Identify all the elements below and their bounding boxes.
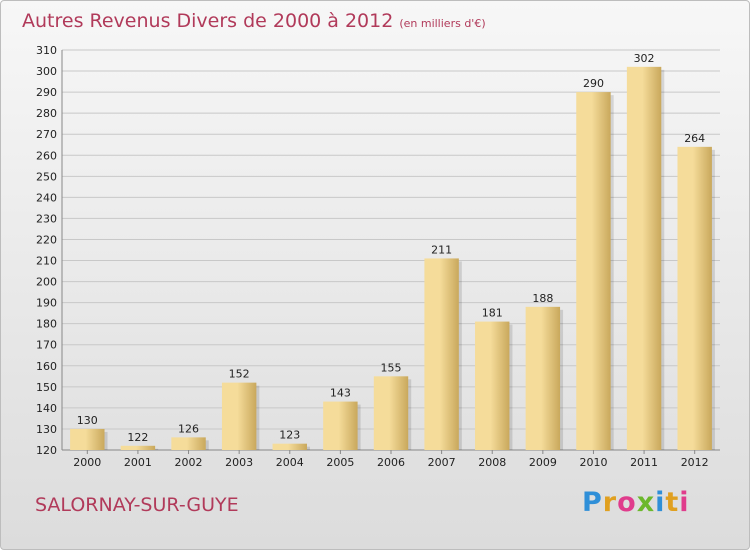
logo-letter: x [636,487,656,518]
logo-letter: t [665,487,680,518]
bar-2007 [424,258,459,450]
x-tick-label: 2006 [377,456,405,469]
x-tick-label: 2009 [529,456,557,469]
y-tick-label: 160 [36,360,57,373]
y-tick-label: 300 [36,65,57,78]
chart-title: Autres Revenus Divers de 2000 à 2012 (en … [22,10,486,32]
logo-letter: r [602,487,618,518]
y-tick-label: 280 [36,107,57,120]
bar-value-label: 211 [431,243,452,256]
bar-value-label: 143 [330,387,351,400]
y-tick-label: 180 [36,318,57,331]
bar-value-label: 123 [279,429,300,442]
y-tick-label: 130 [36,423,57,436]
bar-value-label: 130 [77,414,98,427]
bar-2006 [373,376,409,450]
bar-value-label: 264 [684,132,705,145]
place-name: SALORNAY-SUR-GUYE [35,494,239,516]
bar-2011 [626,66,662,450]
chart-unit: (en milliers d'€) [399,17,486,30]
y-tick-label: 310 [36,44,57,57]
x-tick-label: 2008 [478,456,506,469]
y-tick-label: 230 [36,212,57,225]
x-tick-label: 2004 [276,456,304,469]
bar-2010 [576,92,611,451]
y-tick-label: 260 [36,149,57,162]
x-tick-label: 2001 [124,456,152,469]
bar-value-label: 181 [482,307,503,320]
y-tick-label: 150 [36,381,57,394]
logo-letter: o [617,487,637,518]
y-tick-label: 220 [36,233,57,246]
x-tick-label: 2007 [428,456,456,469]
logo-letter: P [582,487,603,518]
bar-2005 [323,401,358,450]
y-axis: 120 130 140 150 160 170 180 190 200 210 220 230 240 2… [36,44,720,457]
bar-value-label: 122 [127,431,148,444]
chart-title-text: Autres Revenus Divers de 2000 à 2012 [22,10,394,32]
x-tick-label: 2002 [175,456,203,469]
bar-2008 [475,321,510,450]
y-tick-label: 200 [36,276,57,289]
bar-value-label: 126 [178,422,199,435]
bar-2001 [120,445,156,450]
logo-letter: i [679,487,690,518]
y-tick-label: 120 [36,444,57,457]
bar-2004 [272,443,307,450]
bar-value-label: 152 [229,368,250,381]
bar-2003 [221,382,257,450]
bar-value-label: 302 [634,52,655,65]
x-tick-label: 2000 [73,456,101,469]
proxiti-logo: Proxiti [582,487,690,518]
bar-value-label: 188 [532,292,553,305]
bars: 130 122 126 152 123 143 155 211 181 188 290 302 264 [70,52,715,451]
y-tick-label: 140 [36,402,57,415]
y-tick-label: 290 [36,86,57,99]
x-tick-label: 2011 [630,456,658,469]
y-tick-label: 250 [36,170,57,183]
x-tick-label: 2010 [579,456,607,469]
bar-2009 [525,306,561,450]
x-tick-label: 2003 [225,456,253,469]
y-tick-label: 190 [36,297,57,310]
y-tick-label: 270 [36,128,57,141]
bar-2002 [171,437,206,450]
x-axis: 2000 2001 2002 2003 2004 2005 2006 2007 2008 2009… [73,450,709,469]
logo-letter: i [655,487,666,518]
y-tick-label: 170 [36,339,57,352]
bar-2000 [70,428,105,450]
y-tick-label: 240 [36,191,57,204]
y-tick-label: 210 [36,255,57,268]
x-tick-label: 2012 [681,456,709,469]
bar-value-label: 155 [381,361,402,374]
bar-value-label: 290 [583,77,604,90]
bar-2012 [677,146,712,450]
x-tick-label: 2005 [326,456,354,469]
